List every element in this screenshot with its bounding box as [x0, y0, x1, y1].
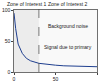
svg-text:Zone of Interest 2: Zone of Interest 2: [48, 1, 87, 7]
svg-text:Background noise: Background noise: [48, 23, 88, 29]
svg-text:50: 50: [53, 76, 59, 82]
svg-text:Signal due to primary: Signal due to primary: [44, 44, 92, 50]
svg-text:50: 50: [5, 38, 11, 44]
svg-text:0: 0: [13, 76, 16, 82]
svg-text:Zone of Interest 1: Zone of Interest 1: [7, 1, 46, 7]
svg-text:100: 100: [2, 7, 11, 13]
svg-text:0: 0: [8, 69, 11, 75]
